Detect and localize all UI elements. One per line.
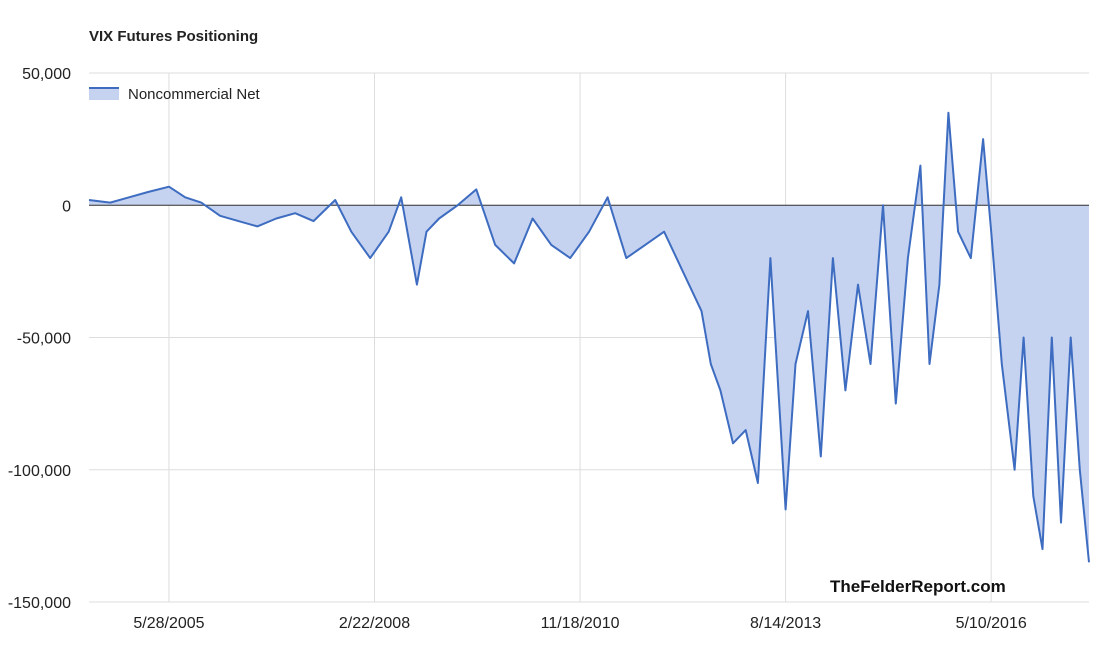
watermark: TheFelderReport.com (830, 577, 1006, 596)
x-tick-label: 5/28/2005 (133, 615, 204, 632)
y-tick-label: -150,000 (8, 595, 71, 612)
series-line (88, 111, 1090, 563)
x-tick-label: 8/14/2013 (750, 615, 821, 632)
x-tick-label: 11/18/2010 (541, 615, 620, 632)
legend: Noncommercial Net (89, 86, 261, 103)
y-tick-label: 0 (62, 198, 71, 215)
y-axis-ticks: 50,000 0 -50,000 -100,000 -150,000 (8, 66, 71, 612)
y-tick-label: 50,000 (22, 66, 71, 83)
legend-swatch (89, 88, 119, 100)
x-tick-label: 5/10/2016 (956, 615, 1027, 632)
chart-title: VIX Futures Positioning (89, 28, 259, 45)
grid-lines (89, 72, 1089, 603)
x-tick-label: 2/22/2008 (339, 615, 410, 632)
legend-label: Noncommercial Net (128, 86, 261, 103)
y-tick-label: -100,000 (8, 463, 71, 480)
y-tick-label: -50,000 (17, 331, 71, 348)
series-area (89, 112, 1089, 563)
x-axis-ticks: 5/28/2005 2/22/2008 11/18/2010 8/14/2013 5/1… (133, 615, 1026, 632)
